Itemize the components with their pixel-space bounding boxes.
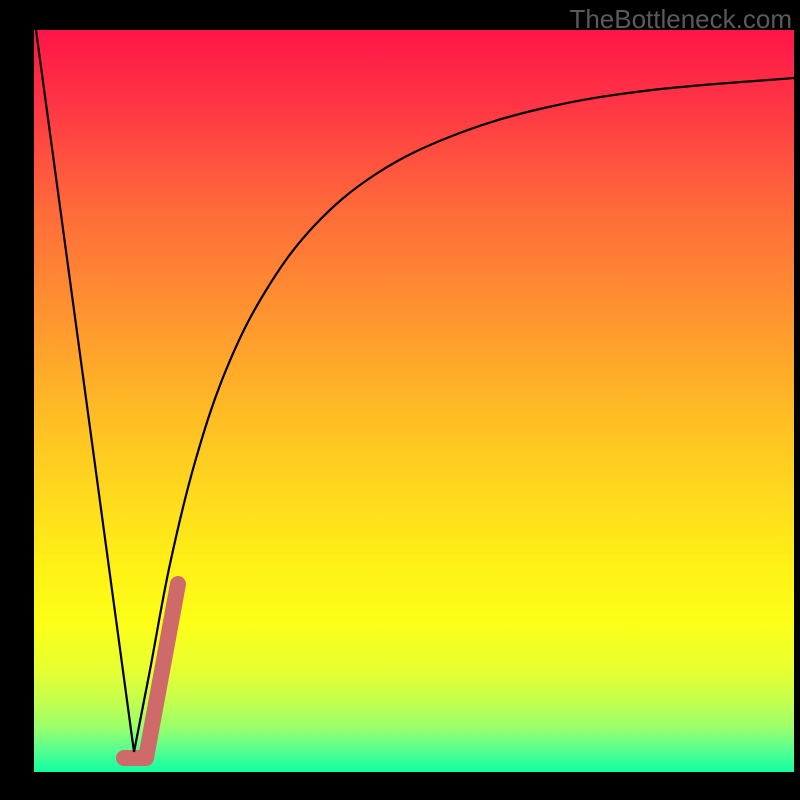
plot-area <box>34 30 794 772</box>
saturating-curve <box>134 78 794 752</box>
chart-container: TheBottleneck.com <box>0 0 800 800</box>
curve-layer <box>34 30 794 772</box>
watermark-text: TheBottleneck.com <box>569 4 792 35</box>
descending-line <box>36 30 134 752</box>
